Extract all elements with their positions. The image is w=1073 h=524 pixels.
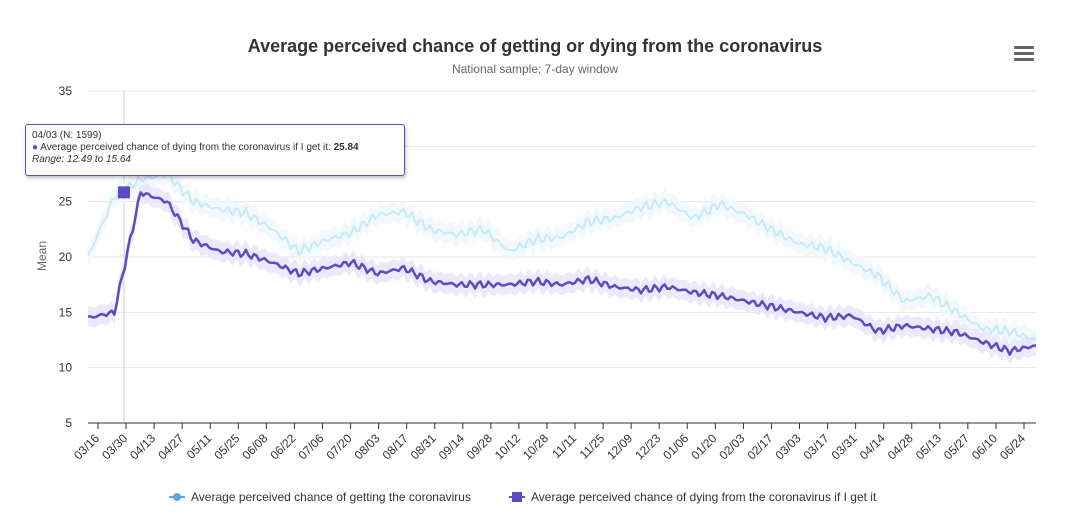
x-tick-label: 11/11 bbox=[549, 431, 579, 461]
x-tick-label: 05/13 bbox=[913, 431, 944, 462]
x-tick-label: 08/31 bbox=[408, 431, 439, 462]
tooltip-series: ● Average perceived chance of dying from… bbox=[32, 142, 398, 154]
x-tick-label: 08/03 bbox=[352, 431, 383, 462]
legend-square-marker-icon bbox=[509, 491, 525, 503]
x-tick-label: 01/06 bbox=[660, 431, 691, 462]
x-tick-label: 12/09 bbox=[604, 431, 635, 462]
band-dying bbox=[88, 182, 1036, 365]
hover-point-marker bbox=[118, 186, 130, 199]
x-tick-label: 03/30 bbox=[99, 431, 130, 462]
y-tick-label: 5 bbox=[65, 416, 72, 430]
chart-title: Average perceived chance of getting or d… bbox=[247, 36, 823, 56]
x-tick-label: 05/25 bbox=[211, 431, 242, 462]
tooltip-value: 25.84 bbox=[333, 142, 359, 153]
x-tick-label: 04/13 bbox=[127, 431, 158, 462]
legend: Average perceived chance of getting the … bbox=[0, 490, 1073, 510]
x-tick-label: 06/08 bbox=[239, 431, 270, 462]
legend-item-dying[interactable]: Average perceived chance of dying from t… bbox=[509, 490, 876, 504]
tooltip-range-text: Range: 12.49 to 15.64 bbox=[32, 154, 131, 165]
x-tick-label: 09/28 bbox=[464, 431, 495, 462]
tooltip: 04/03 (N: 1599) ● Average perceived chan… bbox=[25, 124, 405, 176]
y-tick-label: 20 bbox=[59, 250, 73, 264]
x-tick-label: 09/14 bbox=[436, 431, 467, 462]
series-dot-icon: ● bbox=[32, 142, 39, 153]
x-tick-label: 03/31 bbox=[829, 431, 860, 462]
y-tick-label: 35 bbox=[59, 84, 73, 98]
x-tick-label: 03/03 bbox=[773, 431, 804, 462]
series-line-dying bbox=[87, 191, 1037, 356]
x-tick-label: 11/25 bbox=[577, 431, 608, 462]
hamburger-menu-icon[interactable] bbox=[1012, 44, 1036, 64]
y-tick-label: 15 bbox=[59, 305, 73, 319]
x-tick-label: 04/28 bbox=[885, 431, 916, 462]
x-tick-label: 10/28 bbox=[520, 431, 551, 462]
y-axis-label: Mean bbox=[35, 241, 49, 271]
x-tick-label: 03/16 bbox=[71, 431, 102, 462]
x-tick-label: 03/17 bbox=[801, 431, 832, 462]
x-tick-label: 06/10 bbox=[969, 431, 1000, 462]
x-tick-label: 07/20 bbox=[324, 431, 355, 462]
x-tick-label: 06/22 bbox=[267, 431, 298, 462]
series-lines bbox=[87, 172, 1037, 356]
y-tick-label: 10 bbox=[59, 361, 73, 375]
x-tick-label: 05/11 bbox=[184, 431, 215, 462]
x-tick-label: 05/27 bbox=[941, 431, 972, 462]
tooltip-range: Range: 12.49 to 15.64 bbox=[32, 154, 398, 166]
x-tick-label: 02/17 bbox=[744, 431, 775, 462]
legend-label-dying: Average perceived chance of dying from t… bbox=[531, 490, 877, 504]
x-tick-label: 01/20 bbox=[688, 431, 719, 462]
series-line-getting bbox=[87, 172, 1037, 341]
x-tick-label: 08/17 bbox=[380, 431, 411, 462]
legend-item-getting[interactable]: Average perceived chance of getting the … bbox=[169, 490, 471, 504]
x-tick-label: 06/24 bbox=[997, 431, 1028, 462]
band-getting bbox=[88, 163, 1036, 350]
tooltip-series-label: Average perceived chance of dying from t… bbox=[40, 142, 334, 153]
x-tick-label: 04/14 bbox=[857, 431, 888, 462]
x-tick-label: 10/12 bbox=[492, 431, 523, 462]
legend-circle-marker-icon bbox=[169, 491, 185, 503]
confidence-bands bbox=[88, 163, 1036, 365]
x-tick-label: 02/03 bbox=[716, 431, 747, 462]
legend-label-getting: Average perceived chance of getting the … bbox=[191, 490, 471, 504]
tooltip-date: 04/03 (N: 1599) bbox=[32, 130, 102, 141]
x-tick-label: 12/23 bbox=[632, 431, 663, 462]
x-tick-label: 07/06 bbox=[295, 431, 326, 462]
x-axis-ticks: 03/1603/3004/1304/2705/1105/2506/0806/22… bbox=[71, 423, 1028, 462]
hover-marker bbox=[118, 186, 130, 199]
chart-subtitle: National sample; 7-day window bbox=[451, 62, 619, 76]
x-tick-label: 04/27 bbox=[155, 431, 186, 462]
y-tick-label: 25 bbox=[59, 195, 73, 209]
